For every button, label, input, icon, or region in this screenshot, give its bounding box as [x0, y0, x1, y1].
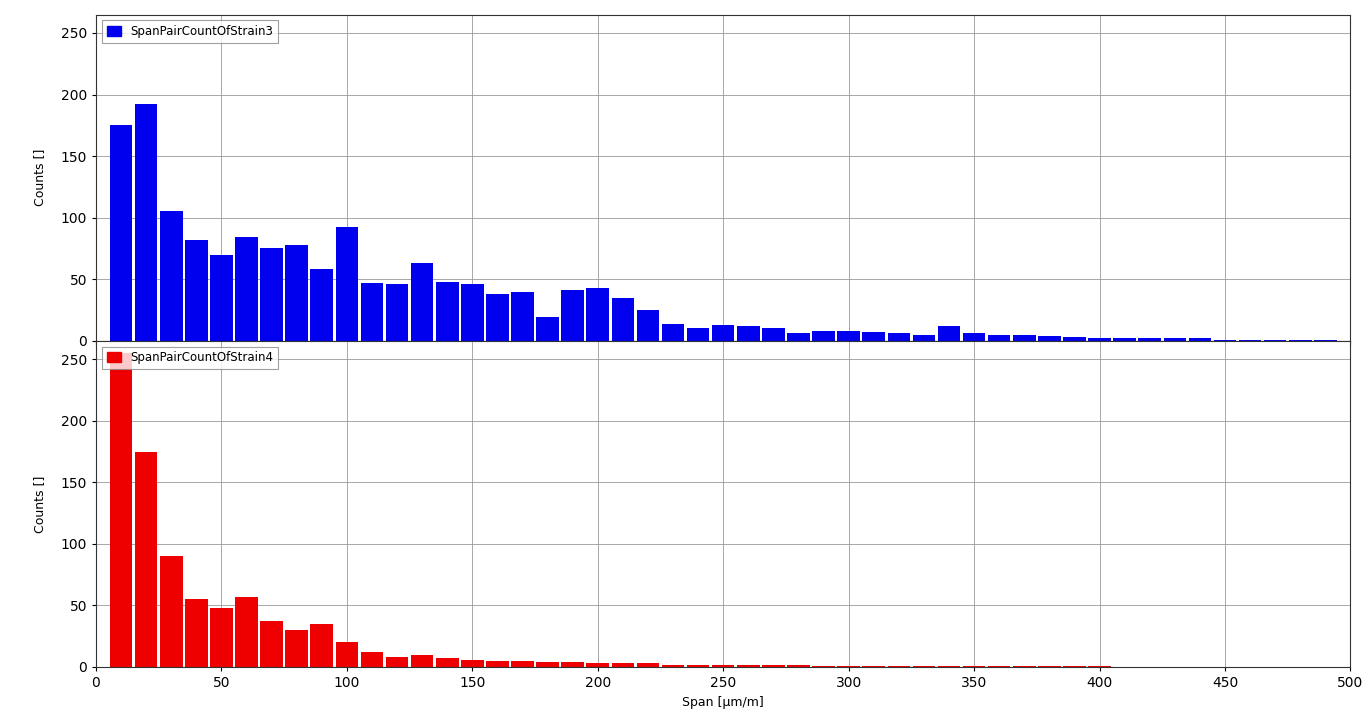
Bar — [787, 665, 810, 667]
Bar — [712, 325, 735, 341]
Bar — [787, 334, 810, 341]
Bar — [487, 294, 509, 341]
Bar — [236, 597, 258, 667]
Bar — [210, 254, 233, 341]
Bar — [812, 666, 835, 667]
Bar — [913, 666, 935, 667]
Bar — [361, 652, 384, 667]
Bar — [862, 666, 886, 667]
Bar — [160, 556, 182, 667]
Bar — [160, 212, 182, 341]
Bar — [210, 608, 233, 667]
Y-axis label: Counts []: Counts [] — [33, 149, 45, 207]
Bar — [662, 323, 684, 341]
Bar — [134, 104, 158, 341]
Bar — [587, 288, 609, 341]
Bar — [411, 263, 433, 341]
Bar — [611, 663, 635, 667]
Bar — [385, 284, 409, 341]
Bar — [1239, 339, 1261, 341]
Bar — [1013, 335, 1035, 341]
Bar — [110, 125, 133, 341]
Bar — [838, 666, 860, 667]
Bar — [913, 335, 935, 341]
Bar — [636, 310, 659, 341]
Bar — [1063, 666, 1086, 667]
X-axis label: Span [μm/m]: Span [μm/m] — [683, 695, 764, 708]
Bar — [134, 452, 158, 667]
Bar — [310, 270, 333, 341]
Bar — [511, 291, 533, 341]
Legend: SpanPairCountOfStrain3: SpanPairCountOfStrain3 — [101, 20, 278, 43]
Bar — [587, 663, 609, 667]
Bar — [536, 318, 559, 341]
Bar — [862, 332, 886, 341]
Bar — [1113, 339, 1137, 341]
Bar — [511, 661, 533, 667]
Bar — [1013, 666, 1035, 667]
Bar — [938, 326, 960, 341]
Bar — [336, 228, 358, 341]
Bar — [361, 283, 384, 341]
Bar — [1063, 337, 1086, 341]
Bar — [838, 331, 860, 341]
Bar — [1089, 339, 1111, 341]
Bar — [260, 621, 282, 667]
Bar — [487, 661, 509, 667]
Bar — [336, 642, 358, 667]
Bar — [236, 237, 258, 341]
Bar — [962, 334, 986, 341]
Bar — [260, 249, 282, 341]
Bar — [1038, 666, 1061, 667]
Bar — [461, 284, 484, 341]
Bar — [561, 290, 584, 341]
Bar — [1164, 339, 1186, 341]
Bar — [436, 281, 458, 341]
Bar — [738, 665, 760, 667]
Bar — [1213, 339, 1237, 341]
Bar — [636, 663, 659, 667]
Bar — [988, 666, 1010, 667]
Bar — [687, 328, 709, 341]
Bar — [285, 245, 308, 341]
Bar — [310, 624, 333, 667]
Bar — [812, 331, 835, 341]
Bar — [762, 665, 784, 667]
Bar — [887, 666, 910, 667]
Bar — [1264, 339, 1286, 341]
Bar — [110, 353, 133, 667]
Bar — [285, 630, 308, 667]
Y-axis label: Counts []: Counts [] — [33, 475, 45, 533]
Bar — [712, 665, 735, 667]
Bar — [611, 298, 635, 341]
Bar — [1038, 336, 1061, 341]
Bar — [687, 665, 709, 667]
Legend: SpanPairCountOfStrain4: SpanPairCountOfStrain4 — [101, 347, 278, 369]
Bar — [988, 335, 1010, 341]
Bar — [536, 662, 559, 667]
Bar — [1313, 339, 1337, 341]
Bar — [185, 240, 207, 341]
Bar — [1289, 339, 1312, 341]
Bar — [762, 328, 784, 341]
Bar — [561, 662, 584, 667]
Bar — [938, 666, 960, 667]
Bar — [436, 658, 458, 667]
Bar — [411, 655, 433, 667]
Bar — [1089, 666, 1111, 667]
Bar — [662, 665, 684, 667]
Bar — [185, 600, 207, 667]
Bar — [461, 660, 484, 667]
Bar — [1189, 339, 1211, 341]
Bar — [1138, 339, 1161, 341]
Bar — [738, 326, 760, 341]
Bar — [385, 657, 409, 667]
Bar — [887, 334, 910, 341]
Bar — [962, 666, 986, 667]
